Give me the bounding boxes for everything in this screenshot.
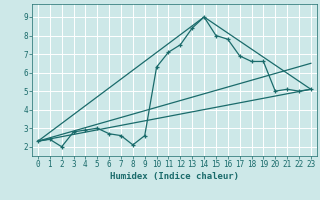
X-axis label: Humidex (Indice chaleur): Humidex (Indice chaleur) [110, 172, 239, 181]
